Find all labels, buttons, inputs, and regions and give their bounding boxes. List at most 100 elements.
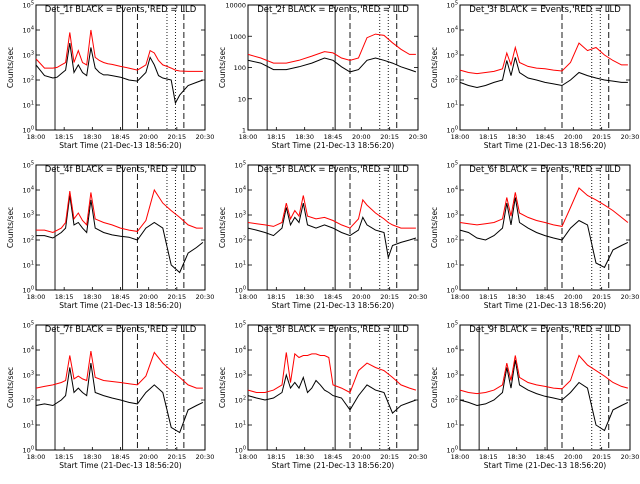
- series-events-line: [35, 363, 204, 434]
- x-tick-label: 20:15: [380, 293, 399, 301]
- x-tick-label: 20:15: [167, 453, 186, 461]
- x-tick-label: 18:00: [239, 453, 258, 461]
- x-tick-label: 18:45: [111, 293, 130, 301]
- x-tick-label: 18:45: [324, 133, 343, 141]
- panel-det-6: Det_6f BLACK = Events, RED = LLD 18:00 18:…: [430, 161, 639, 311]
- panel-det-1: Det_1f BLACK = Events, RED = LLD 18:00 18:…: [6, 1, 214, 151]
- panel-det-4: Det_4f BLACK = Events, RED = LLD 18:00 18:…: [6, 161, 214, 311]
- x-tick-label: 18:30: [507, 133, 526, 141]
- panel-title: Det_9f BLACK = Events, RED = LLD: [469, 325, 621, 335]
- x-tick-label: 20:15: [592, 293, 611, 301]
- x-tick-label: 18:15: [267, 133, 286, 141]
- x-tick-label: 20:00: [564, 133, 583, 141]
- x-tick-label: 20:30: [621, 453, 640, 461]
- panel-det-9: Det_9f BLACK = Events, RED = LLD 18:00 18:…: [430, 321, 639, 471]
- x-tick-label: 20:30: [409, 453, 428, 461]
- x-tick-label: 18:30: [507, 293, 526, 301]
- y-tick-label: 104: [23, 26, 34, 35]
- series-events-line: [247, 57, 417, 73]
- series-events-line: [35, 43, 204, 105]
- y-tick-label: 10000: [225, 2, 246, 10]
- y-tick-label: 102: [235, 236, 246, 245]
- x-tick-label: 18:15: [479, 293, 498, 301]
- x-tick-label: 18:15: [55, 293, 74, 301]
- plot-frame: [459, 164, 631, 291]
- x-tick-label: 18:30: [83, 133, 102, 141]
- y-tick-label: 105: [235, 161, 246, 170]
- x-tick-label: 20:30: [196, 133, 215, 141]
- x-tick-label: 20:30: [621, 293, 640, 301]
- series-lld-line: [247, 33, 416, 64]
- panel-det-3: Det_3f BLACK = Events, RED = LLD 18:00 18:…: [430, 1, 639, 151]
- series-lld-line: [247, 352, 417, 394]
- y-tick-label: 100: [235, 286, 246, 295]
- x-tick-label: 20:15: [592, 133, 611, 141]
- x-tick-label: 18:00: [27, 133, 46, 141]
- series-lld-line: [35, 351, 203, 389]
- plot-frame: [247, 4, 419, 131]
- y-tick-label: 102: [447, 396, 458, 405]
- x-tick-label: 18:15: [479, 453, 498, 461]
- x-axis-label: Start Time (21-Dec-13 18:56:20): [272, 461, 394, 470]
- y-tick-label: 1000: [229, 33, 246, 41]
- x-axis-label: Start Time (21-Dec-13 18:56:20): [272, 301, 394, 310]
- x-tick-label: 18:15: [267, 453, 286, 461]
- x-tick-label: 20:00: [139, 133, 158, 141]
- y-axis-label: Counts/sec: [218, 47, 227, 88]
- x-axis-label: Start Time (21-Dec-13 18:56:20): [484, 301, 606, 310]
- panel-title: Det_5f BLACK = Events, RED = LLD: [257, 165, 409, 175]
- y-tick-label: 105: [23, 1, 34, 10]
- x-tick-label: 18:00: [27, 293, 46, 301]
- x-tick-label: 18:00: [451, 453, 470, 461]
- x-tick-label: 18:45: [111, 133, 130, 141]
- y-tick-label: 104: [447, 26, 458, 35]
- y-tick-label: 105: [235, 321, 246, 330]
- panel-det-8: Det_8f BLACK = Events, RED = LLD 18:00 18:…: [218, 321, 427, 471]
- x-tick-label: 20:00: [352, 293, 371, 301]
- x-tick-label: 18:00: [239, 133, 258, 141]
- panel-det-5: Det_5f BLACK = Events, RED = LLD 18:00 18:…: [218, 161, 427, 311]
- y-tick-label: 102: [447, 76, 458, 85]
- x-tick-label: 18:45: [536, 133, 555, 141]
- x-tick-label: 20:00: [139, 293, 158, 301]
- y-axis-label: Counts/sec: [430, 47, 439, 88]
- x-tick-label: 20:00: [139, 453, 158, 461]
- x-tick-label: 20:00: [564, 453, 583, 461]
- x-tick-label: 20:15: [380, 453, 399, 461]
- y-axis-label: Counts/sec: [218, 367, 227, 408]
- x-tick-label: 20:30: [409, 133, 428, 141]
- y-axis-label: Counts/sec: [6, 207, 15, 248]
- y-tick-label: 100: [234, 64, 246, 72]
- x-tick-label: 20:00: [352, 453, 371, 461]
- x-tick-label: 18:00: [27, 453, 46, 461]
- x-tick-label: 18:00: [451, 133, 470, 141]
- x-tick-label: 18:30: [507, 453, 526, 461]
- x-tick-label: 18:15: [267, 293, 286, 301]
- y-tick-label: 101: [447, 421, 458, 430]
- x-tick-label: 18:45: [536, 293, 555, 301]
- y-axis-label: Counts/sec: [6, 47, 15, 88]
- x-tick-label: 18:00: [239, 293, 258, 301]
- x-axis-label: Start Time (21-Dec-13 18:56:20): [272, 141, 394, 150]
- y-tick-label: 104: [447, 186, 458, 195]
- plot-frame: [35, 4, 206, 131]
- y-tick-label: 101: [23, 101, 34, 110]
- series-lld-line: [36, 188, 203, 234]
- plot-frame: [459, 324, 631, 451]
- x-tick-label: 18:30: [83, 293, 102, 301]
- y-tick-label: 101: [235, 261, 246, 270]
- plot-frame: [247, 324, 419, 451]
- y-tick-label: 101: [235, 421, 246, 430]
- x-tick-label: 18:00: [451, 293, 470, 301]
- panel-title: Det_2f BLACK = Events, RED = LLD: [257, 5, 409, 15]
- x-tick-label: 18:30: [295, 453, 314, 461]
- y-tick-label: 103: [235, 211, 246, 220]
- y-tick-label: 100: [23, 446, 34, 455]
- series-events-line: [459, 197, 629, 269]
- y-tick-label: 105: [447, 321, 458, 330]
- series-events-line: [459, 57, 628, 89]
- y-tick-label: 100: [235, 446, 246, 455]
- panel-title: Det_4f BLACK = Events, RED = LLD: [45, 165, 197, 175]
- y-tick-label: 10: [238, 95, 246, 103]
- y-tick-label: 101: [447, 261, 458, 270]
